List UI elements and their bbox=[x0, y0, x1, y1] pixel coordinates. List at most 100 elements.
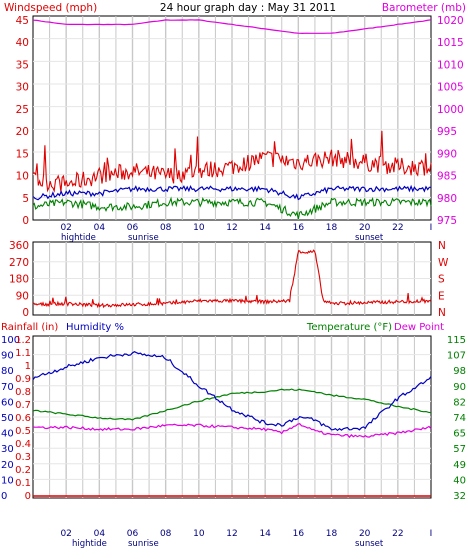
hour-tick-label: I bbox=[430, 529, 433, 539]
hour-tick-label: 22 bbox=[392, 529, 403, 539]
tick-label: 1 bbox=[25, 361, 31, 372]
tick-label: 40 bbox=[16, 37, 29, 49]
tick-label: 35 bbox=[16, 59, 29, 71]
tick-label: 0.8 bbox=[15, 387, 31, 398]
tick-label: 1015 bbox=[437, 37, 464, 49]
hour-tick-label: 12 bbox=[226, 223, 237, 233]
hour-tick-label: 04 bbox=[94, 223, 106, 233]
tick-label: 15 bbox=[16, 148, 29, 160]
tick-label: 980 bbox=[437, 193, 457, 205]
hour-tick-label: 20 bbox=[359, 223, 371, 233]
hour-tick-label: 04 bbox=[94, 529, 106, 539]
hour-tick-label: 10 bbox=[193, 223, 205, 233]
tick-label: 0.2 bbox=[15, 465, 31, 476]
hour-tick-label: 14 bbox=[259, 529, 271, 539]
hour-tick-label: 22 bbox=[392, 223, 403, 233]
tick-label: 90 bbox=[1, 351, 14, 362]
hour-tick-label: 18 bbox=[326, 223, 338, 233]
hightide-label-bottom: hightide bbox=[72, 539, 107, 549]
hour-tick-label: I bbox=[430, 223, 433, 233]
tick-label: 115 bbox=[447, 335, 466, 346]
sunset-label: sunset bbox=[355, 233, 384, 243]
tick-label: W bbox=[438, 257, 449, 269]
tick-label: N bbox=[438, 307, 446, 319]
dew-point-line bbox=[32, 423, 432, 439]
tick-label: 90 bbox=[453, 382, 466, 393]
tick-label: 0 bbox=[25, 491, 31, 502]
tick-label: 1010 bbox=[437, 59, 464, 71]
hour-tick-label: 06 bbox=[127, 223, 139, 233]
tick-label: 45 bbox=[16, 15, 29, 27]
tick-label: 98 bbox=[453, 366, 466, 377]
tick-label: 0.7 bbox=[15, 400, 31, 411]
tick-label: 74 bbox=[453, 413, 466, 424]
hour-tick-label: 08 bbox=[160, 529, 172, 539]
dewpoint-axis-title: Dew Point bbox=[394, 322, 444, 333]
tick-label: 32 bbox=[453, 491, 466, 502]
wind-average-line bbox=[32, 184, 431, 201]
tick-label: 25 bbox=[16, 104, 29, 116]
sunrise-label: sunrise bbox=[128, 233, 159, 243]
barometer-axis-title: Barometer (mb) bbox=[382, 2, 466, 14]
hour-tick-label: 08 bbox=[160, 223, 172, 233]
tick-label: 990 bbox=[437, 148, 457, 160]
temperature-axis-title: Temperature (°F) bbox=[306, 322, 392, 333]
tick-label: 270 bbox=[9, 257, 29, 269]
tick-label: 1.2 bbox=[15, 335, 31, 346]
tick-label: 975 bbox=[437, 215, 457, 227]
tick-label: 107 bbox=[447, 351, 466, 362]
hour-tick-label: 16 bbox=[293, 223, 305, 233]
tick-label: S bbox=[438, 274, 445, 286]
tick-label: 10 bbox=[16, 171, 29, 183]
hightide-label: hightide bbox=[61, 233, 96, 243]
humidity-axis-title: Humidity % bbox=[66, 322, 124, 333]
hour-tick-label: 20 bbox=[359, 529, 371, 539]
tick-label: 0 bbox=[22, 215, 29, 227]
hour-tick-label: 14 bbox=[259, 223, 271, 233]
tick-label: E bbox=[438, 290, 445, 302]
temperature-line bbox=[32, 388, 432, 421]
sunset-label-bottom: sunset bbox=[355, 539, 384, 549]
humidity-line bbox=[32, 351, 432, 432]
wind-direction-line bbox=[32, 249, 432, 309]
sunrise-label-bottom: sunrise bbox=[128, 539, 159, 549]
tick-label: 0 bbox=[22, 307, 29, 319]
tick-label: 20 bbox=[16, 126, 29, 138]
tick-label: 5 bbox=[22, 193, 29, 205]
hour-tick-label: 16 bbox=[293, 529, 305, 539]
tick-label: 30 bbox=[16, 82, 29, 94]
tick-label: N bbox=[438, 240, 446, 252]
tick-label: 0.1 bbox=[15, 478, 31, 489]
tick-label: 49 bbox=[453, 460, 466, 471]
tick-label: 0.6 bbox=[15, 413, 31, 424]
tick-label: 0.3 bbox=[15, 452, 31, 463]
barometer-line bbox=[32, 19, 432, 35]
tick-label: 0.4 bbox=[15, 439, 31, 450]
tick-label: 10 bbox=[1, 475, 14, 486]
tick-label: 90 bbox=[16, 290, 29, 302]
tick-label: 0.5 bbox=[15, 426, 31, 437]
chart-title: 24 hour graph day : May 31 2011 bbox=[160, 2, 336, 14]
tick-label: 100 bbox=[1, 335, 20, 346]
tick-label: 180 bbox=[9, 274, 29, 286]
tick-label: 985 bbox=[437, 171, 457, 183]
hour-tick-label: 10 bbox=[193, 529, 205, 539]
tick-label: 1020 bbox=[437, 15, 464, 27]
tick-label: 82 bbox=[453, 397, 466, 408]
tick-label: 40 bbox=[1, 429, 14, 440]
tick-label: 995 bbox=[437, 126, 457, 138]
tick-label: 70 bbox=[1, 382, 14, 393]
tick-label: 80 bbox=[1, 366, 14, 377]
tick-label: 0.9 bbox=[15, 374, 31, 385]
tick-label: 40 bbox=[453, 475, 466, 486]
tick-label: 60 bbox=[1, 397, 14, 408]
hour-tick-label: 02 bbox=[60, 223, 71, 233]
tick-label: 30 bbox=[1, 444, 14, 455]
tick-label: 0 bbox=[1, 491, 7, 502]
hour-tick-label: 18 bbox=[326, 529, 338, 539]
tick-label: 360 bbox=[9, 240, 29, 252]
